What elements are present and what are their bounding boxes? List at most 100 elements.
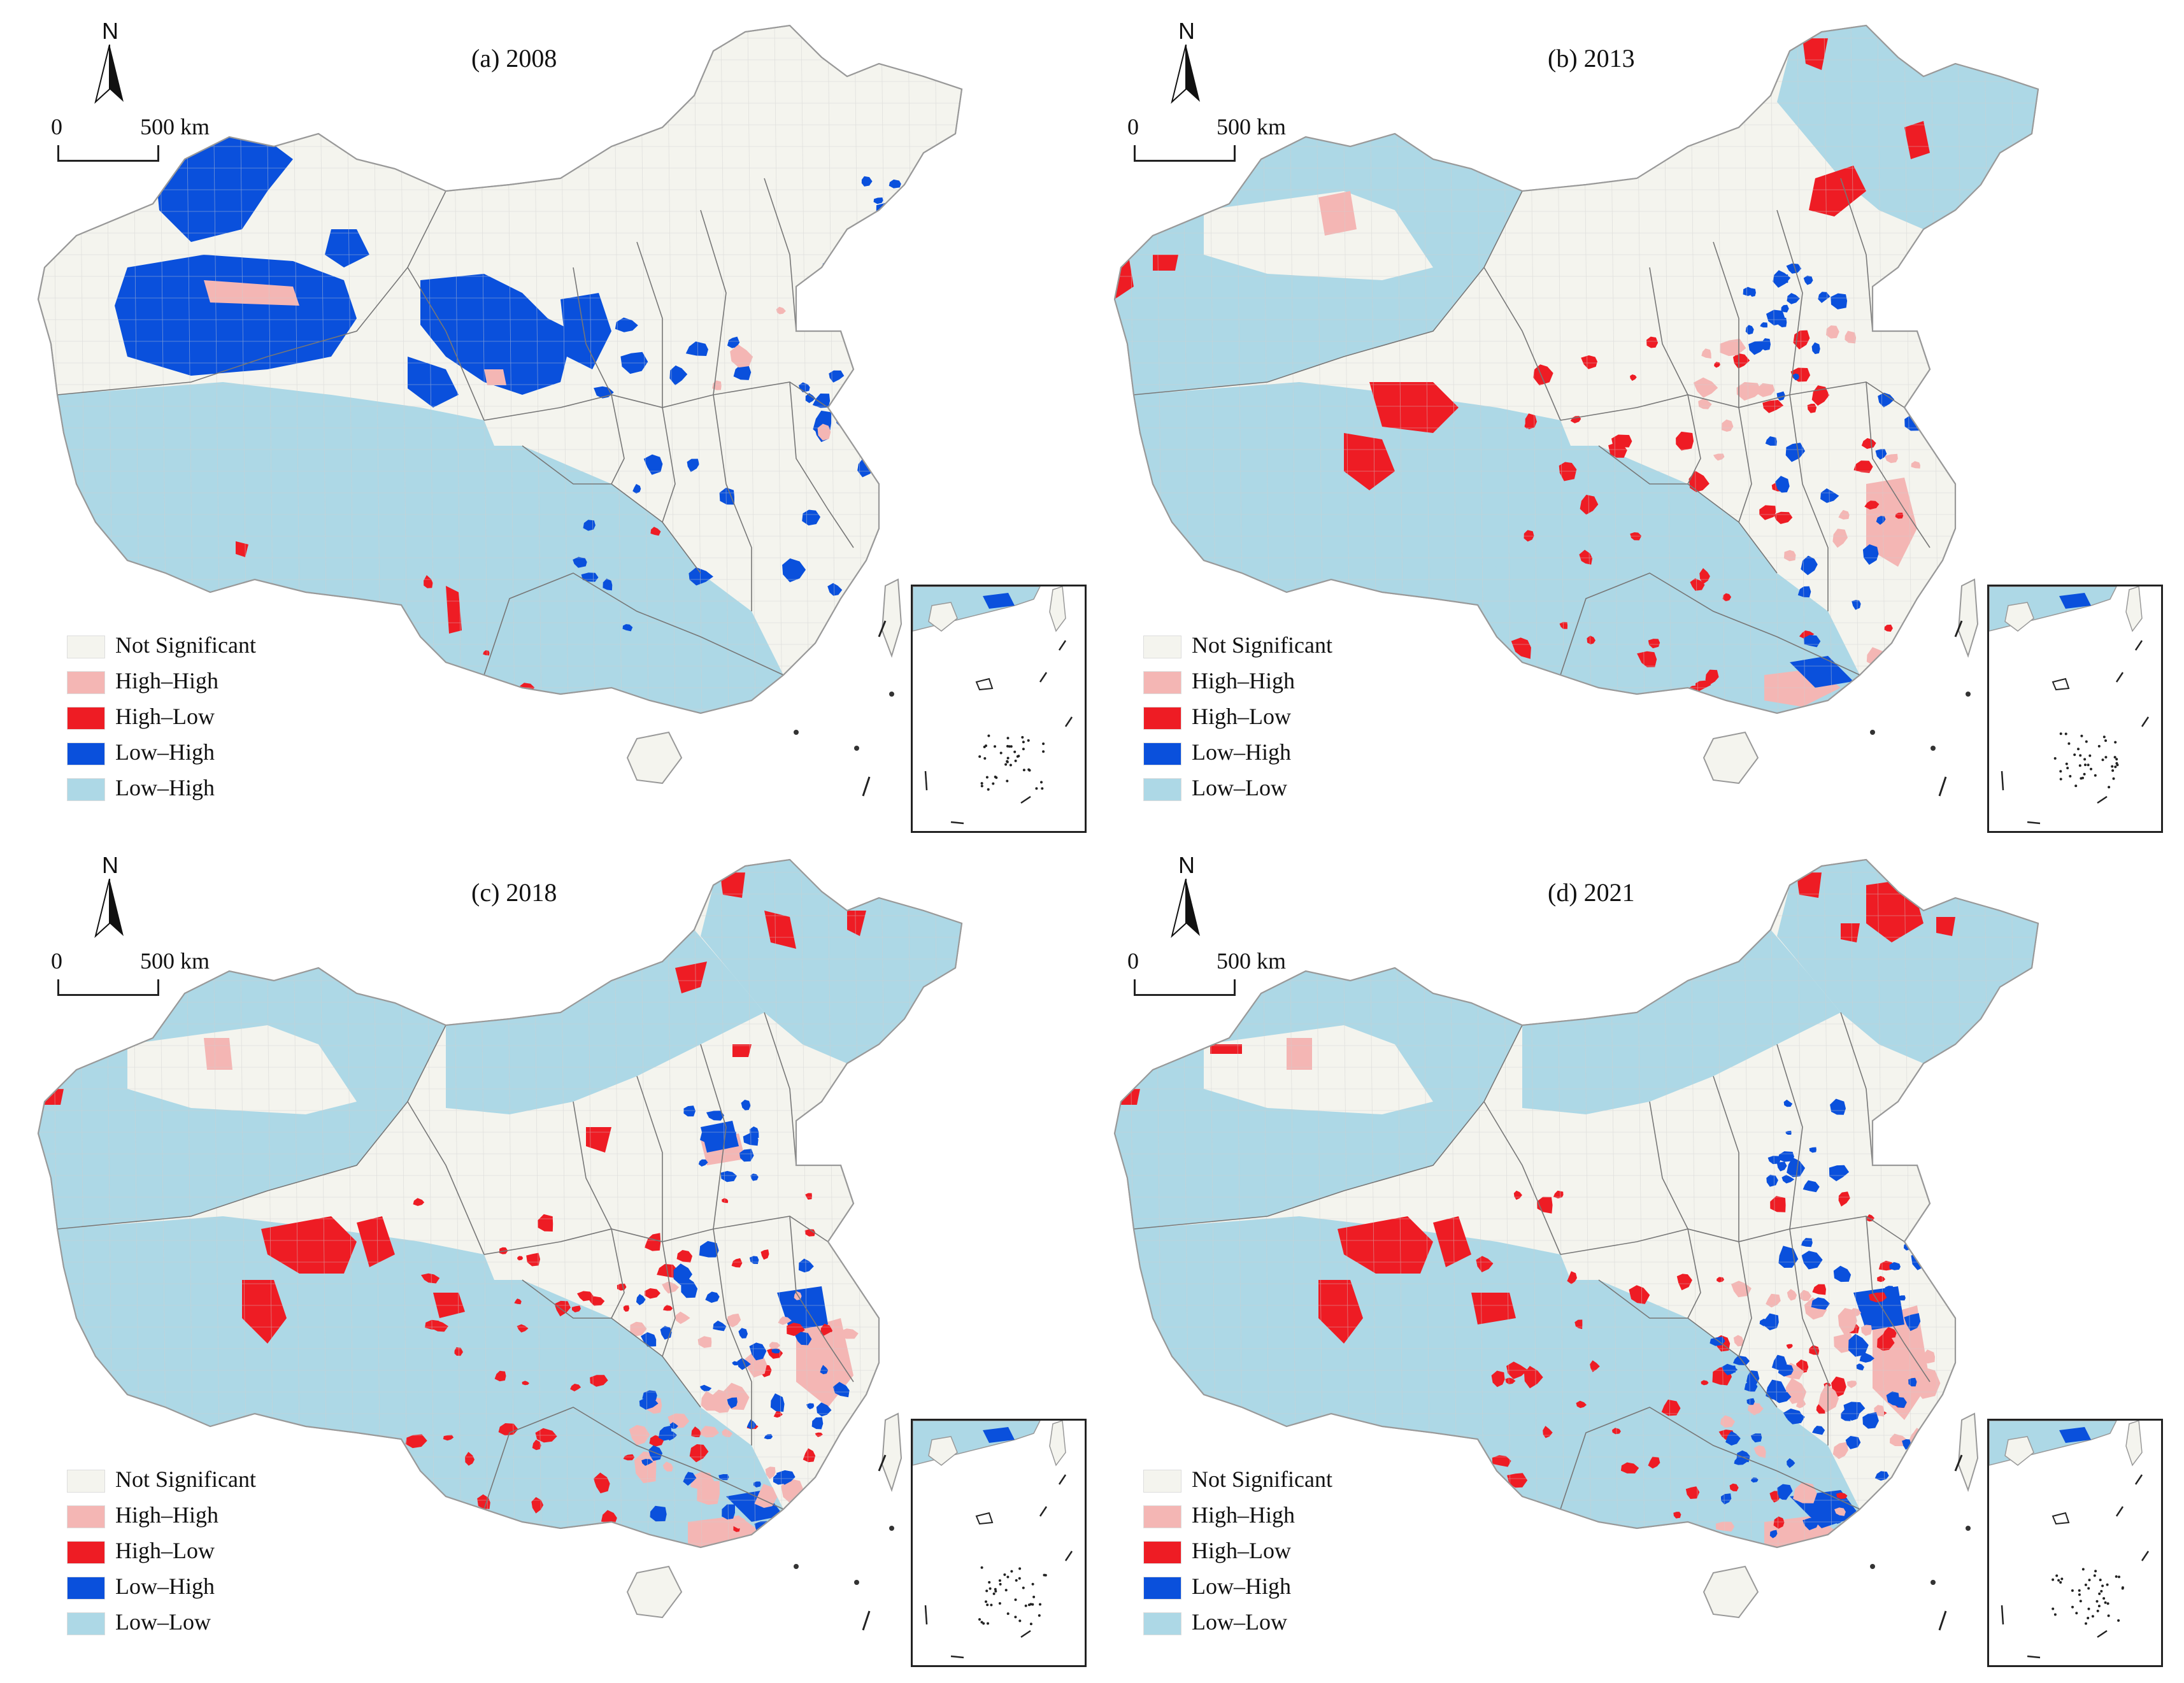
inset-boundary-dash [2115,672,2124,683]
inset-island-dot [2111,765,2114,768]
cluster-high-high [1698,399,1712,409]
inset-island-dot [2102,1597,2106,1600]
scale-end-label: 500 km [1217,948,1287,974]
legend-label: High–Low [115,1538,215,1563]
cluster-high-low [1433,1216,1471,1267]
cluster-high-high [1861,1324,1872,1336]
inset-island-dot [2097,1605,2101,1608]
inset-cluster [2059,593,2091,609]
cluster-low-high [1803,275,1813,285]
cluster-low-high [824,284,834,290]
cluster-low-high [733,365,752,380]
small-island [854,746,859,751]
cluster-high-low [496,711,510,713]
cluster-high-low [1344,433,1395,490]
province-boundary [573,1101,612,1230]
cluster-high-high [204,1038,232,1070]
cluster-high-low [1525,1523,1544,1539]
scale-zero-label: 0 [51,114,62,139]
cluster-low-high [1773,270,1791,288]
cluster-high-low [1690,578,1705,591]
inset-boundary-dash [1039,672,1048,683]
cluster-low-high [615,317,638,332]
cluster-high-low [1888,664,1901,675]
cluster-high-low [1559,621,1568,629]
inset-island-dot [2104,1601,2107,1604]
legend-label: Not Significant [1192,632,1332,658]
province-boundary [407,1101,485,1255]
cluster-low-high [1790,656,1853,688]
cluster-high-low [764,911,796,949]
inset-island-dot [2104,756,2108,759]
inset-island-dot [987,1622,989,1625]
inset-island-dot [1013,750,1017,753]
cluster-low-high [641,1332,657,1347]
cluster-low-high [869,329,885,344]
province-boundary [57,190,446,395]
inset-island-dot [2117,1619,2120,1622]
cluster-low-high [713,1320,727,1331]
inset-island-dot [1022,748,1025,751]
panel-title: (d) 2021 [1548,878,1635,907]
inset-island [2052,678,2070,691]
cluster-low-high [1833,1265,1852,1282]
cluster-high-low [1853,460,1873,473]
cluster-low-high [832,1382,850,1398]
cluster-high-low [242,1280,287,1344]
cluster-high-low [571,1305,581,1312]
cluster-high-high [1834,1507,1846,1516]
cluster-high-low [720,872,745,898]
cluster-high-low [421,1273,440,1284]
cluster-high-low [1492,1455,1511,1467]
cluster-low-high [1829,1165,1850,1181]
cluster-high-high [634,1451,657,1484]
cluster-low-high [754,1521,770,1535]
cluster-high-low [405,1434,427,1449]
region-inner-mongolia [1522,930,1841,1114]
cluster-high-low [443,1435,454,1441]
taiwan-island [881,1412,903,1493]
cluster-low-high [1885,1286,1895,1294]
cluster-low-high [1785,443,1806,462]
cluster-high-low [1836,1492,1848,1500]
cluster-high-low [1553,1190,1564,1198]
cluster-high-low [1646,336,1659,348]
inset-boundary-dash [1020,1630,1031,1638]
cluster-high-low [1471,1293,1516,1324]
inset-boundary-dash [2001,770,2004,791]
inset-island-dot [2079,1600,2082,1603]
cluster-high-low [1511,637,1531,659]
inset-boundary-dash [2141,716,2150,727]
cluster-low-high [1750,1433,1762,1443]
cluster-low-high [639,1397,659,1410]
inset-island-dot [2065,762,2068,765]
inset-island-dot [989,1587,992,1590]
cluster-high-low [732,1044,752,1057]
inset-island-dot [1017,755,1020,758]
province-boundary [1133,1025,1523,1230]
cluster-low-high [1773,1391,1792,1403]
cluster-low-high [1764,1313,1779,1331]
inset-cluster [983,1427,1015,1443]
cluster-low-high [1856,1363,1864,1371]
cluster-low-high [1802,1180,1820,1193]
inset-island-dot [980,785,983,788]
cluster-high-low [517,1324,529,1333]
inset-island-dot [1029,1623,1032,1626]
legend-swatch [67,707,105,730]
region-low-low-west [57,382,522,688]
cluster-high-high [1866,478,1917,567]
cluster-high-low [1812,1284,1826,1295]
inset-island-dot [1006,756,1010,760]
cluster-low-high [1774,476,1790,493]
inset-hainan [2004,1436,2034,1466]
cluster-low-high [636,1294,646,1305]
inset-island-dot [2087,1617,2090,1619]
hainan-island [626,731,683,785]
region-low-low-west [1134,382,1599,688]
cluster-high-low [1770,1196,1786,1212]
cluster-high-low [532,1439,541,1451]
cluster-low-high [1898,634,1909,644]
cluster-high-low [1722,593,1732,602]
